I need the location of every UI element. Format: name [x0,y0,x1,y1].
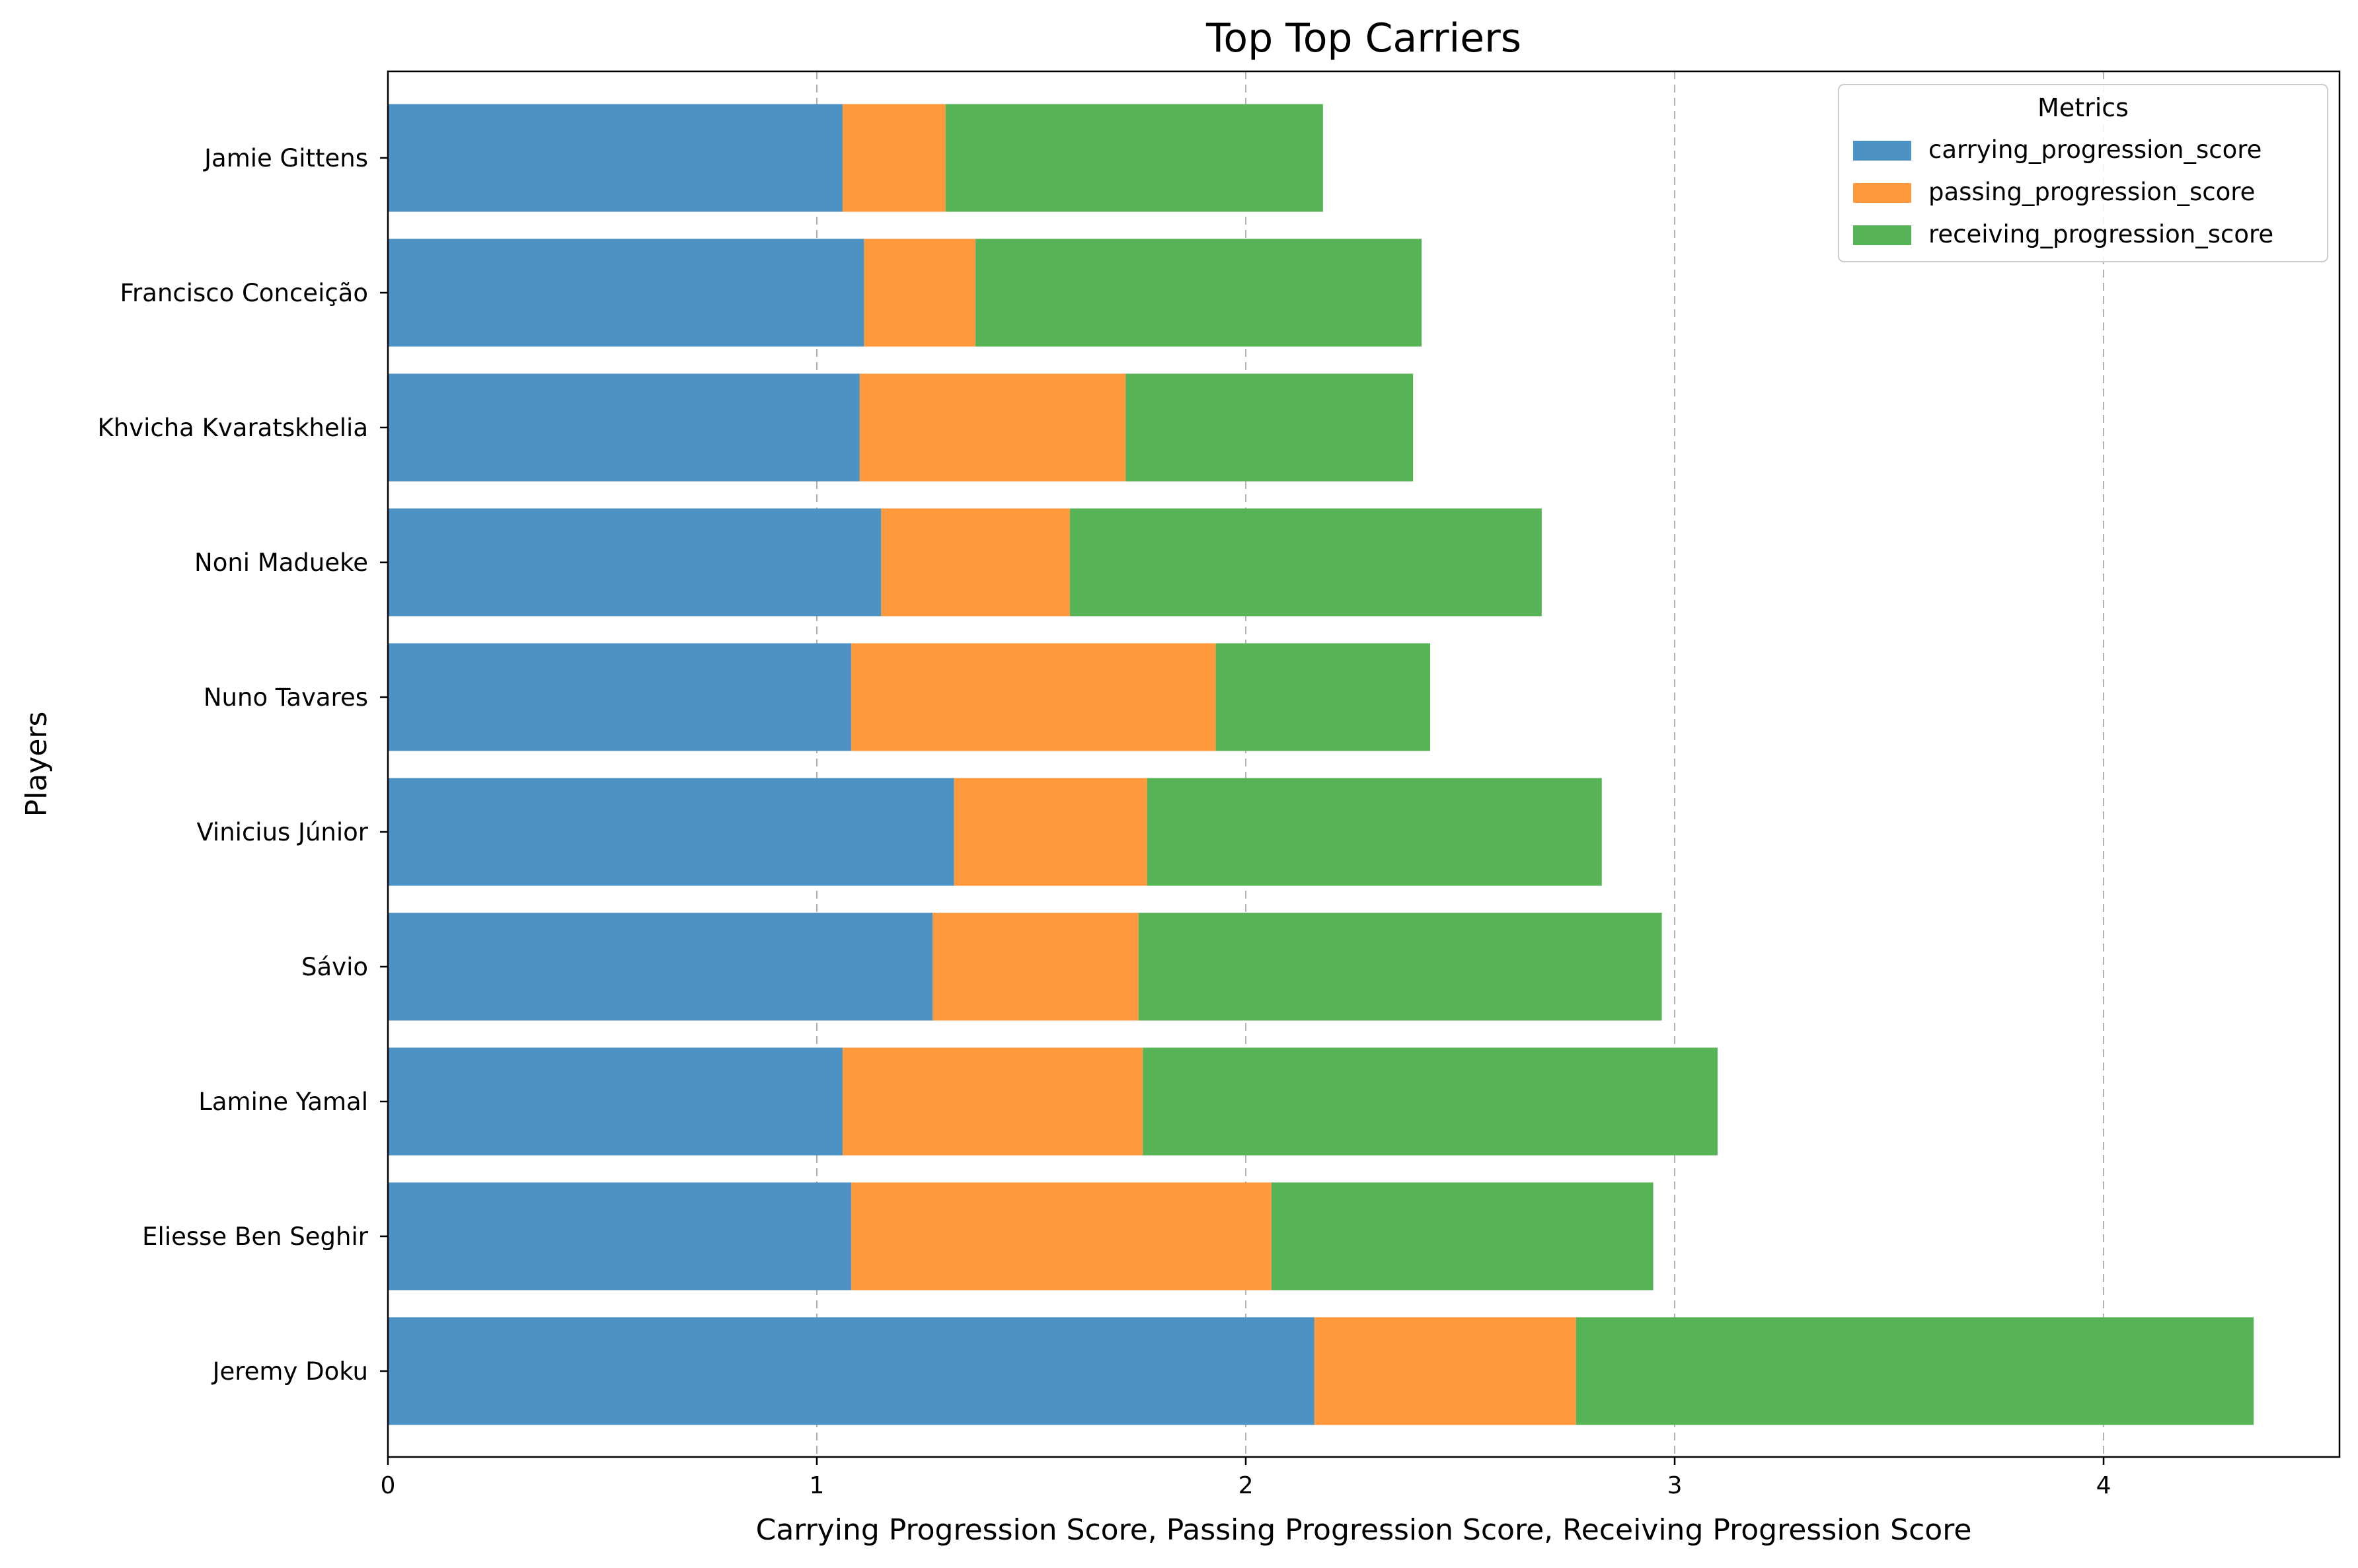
bar-segment-passing-progression-score [864,239,976,347]
bar-segment-receiving-progression-score [975,239,1422,347]
chart-title: Top Top Carriers [1205,15,1521,61]
y-tick-label: Nuno Tavares [204,683,368,712]
y-tick-label: Vinicius Júnior [196,818,368,846]
bar-segment-passing-progression-score [1314,1317,1576,1425]
x-tick-label: 1 [810,1472,825,1499]
bar-segment-carrying-progression-score [388,373,860,482]
y-axis-label: Players [20,712,54,817]
legend: Metrics carrying_progression_scorepassin… [1838,84,2328,262]
bar-segment-receiving-progression-score [1069,508,1542,616]
y-tick-label: Sávio [301,953,368,981]
x-tick-label: 2 [1238,1472,1254,1499]
bar-segment-carrying-progression-score [388,508,882,616]
legend-swatch [1853,141,1911,161]
bar-segment-receiving-progression-score [1138,913,1662,1021]
legend-label: receiving_progression_score [1928,220,2273,248]
y-tick-label: Jamie Gittens [203,144,368,172]
bar-segment-receiving-progression-score [1215,643,1431,751]
y-tick-label: Eliesse Ben Seghir [142,1222,369,1251]
x-tick-label: 3 [1667,1472,1683,1499]
bar-segment-passing-progression-score [842,104,946,212]
y-tick-label: Lamine Yamal [198,1088,368,1116]
bar-segment-carrying-progression-score [388,1182,851,1290]
bar-segment-carrying-progression-score [388,643,851,751]
legend-swatch [1853,183,1911,203]
bar-segment-passing-progression-score [851,643,1216,751]
legend-label: carrying_progression_score [1928,135,2262,164]
legend-title: Metrics [2037,93,2129,122]
bar-segment-receiving-progression-score [1147,778,1602,886]
bar-segment-carrying-progression-score [388,1047,843,1156]
bar-segment-receiving-progression-score [1143,1047,1718,1156]
bar-segment-passing-progression-score [932,913,1139,1021]
bar-segment-receiving-progression-score [1576,1317,2254,1425]
legend-items: carrying_progression_score passing_progre… [1853,135,2273,248]
bar-segment-passing-progression-score [954,778,1147,886]
legend-swatch [1853,225,1911,245]
legend-box [1838,84,2328,262]
y-tick-label: Jeremy Doku [211,1357,368,1386]
bar-segment-carrying-progression-score [388,1317,1314,1425]
bars [388,104,2254,1425]
bar-segment-passing-progression-score [842,1047,1143,1156]
bar-segment-passing-progression-score [859,373,1126,482]
bar-segment-carrying-progression-score [388,104,843,212]
legend-label: passing_progression_score [1928,178,2255,206]
y-axis: Jamie Gittens Francisco Conceição Khvicha … [98,144,388,1386]
bar-segment-carrying-progression-score [388,239,864,347]
bar-segment-passing-progression-score [851,1182,1272,1290]
y-tick-label: Francisco Conceição [120,279,368,307]
bar-segment-carrying-progression-score [388,778,954,886]
y-tick-label: Khvicha Kvaratskhelia [98,414,369,442]
x-tick-label: 4 [2096,1472,2111,1499]
x-axis-label: Carrying Progression Score, Passing Prog… [756,1513,1972,1547]
bar-segment-passing-progression-score [881,508,1070,616]
bar-segment-receiving-progression-score [1271,1182,1654,1290]
y-tick-label: Noni Madueke [194,548,368,577]
plot-frame [387,70,2341,1458]
bar-segment-receiving-progression-score [1125,373,1414,482]
x-tick-label: 0 [381,1472,396,1499]
x-axis: 0 1 2 3 4 [381,1457,2111,1499]
bar-segment-carrying-progression-score [388,913,933,1021]
bar-segment-receiving-progression-score [945,104,1323,212]
